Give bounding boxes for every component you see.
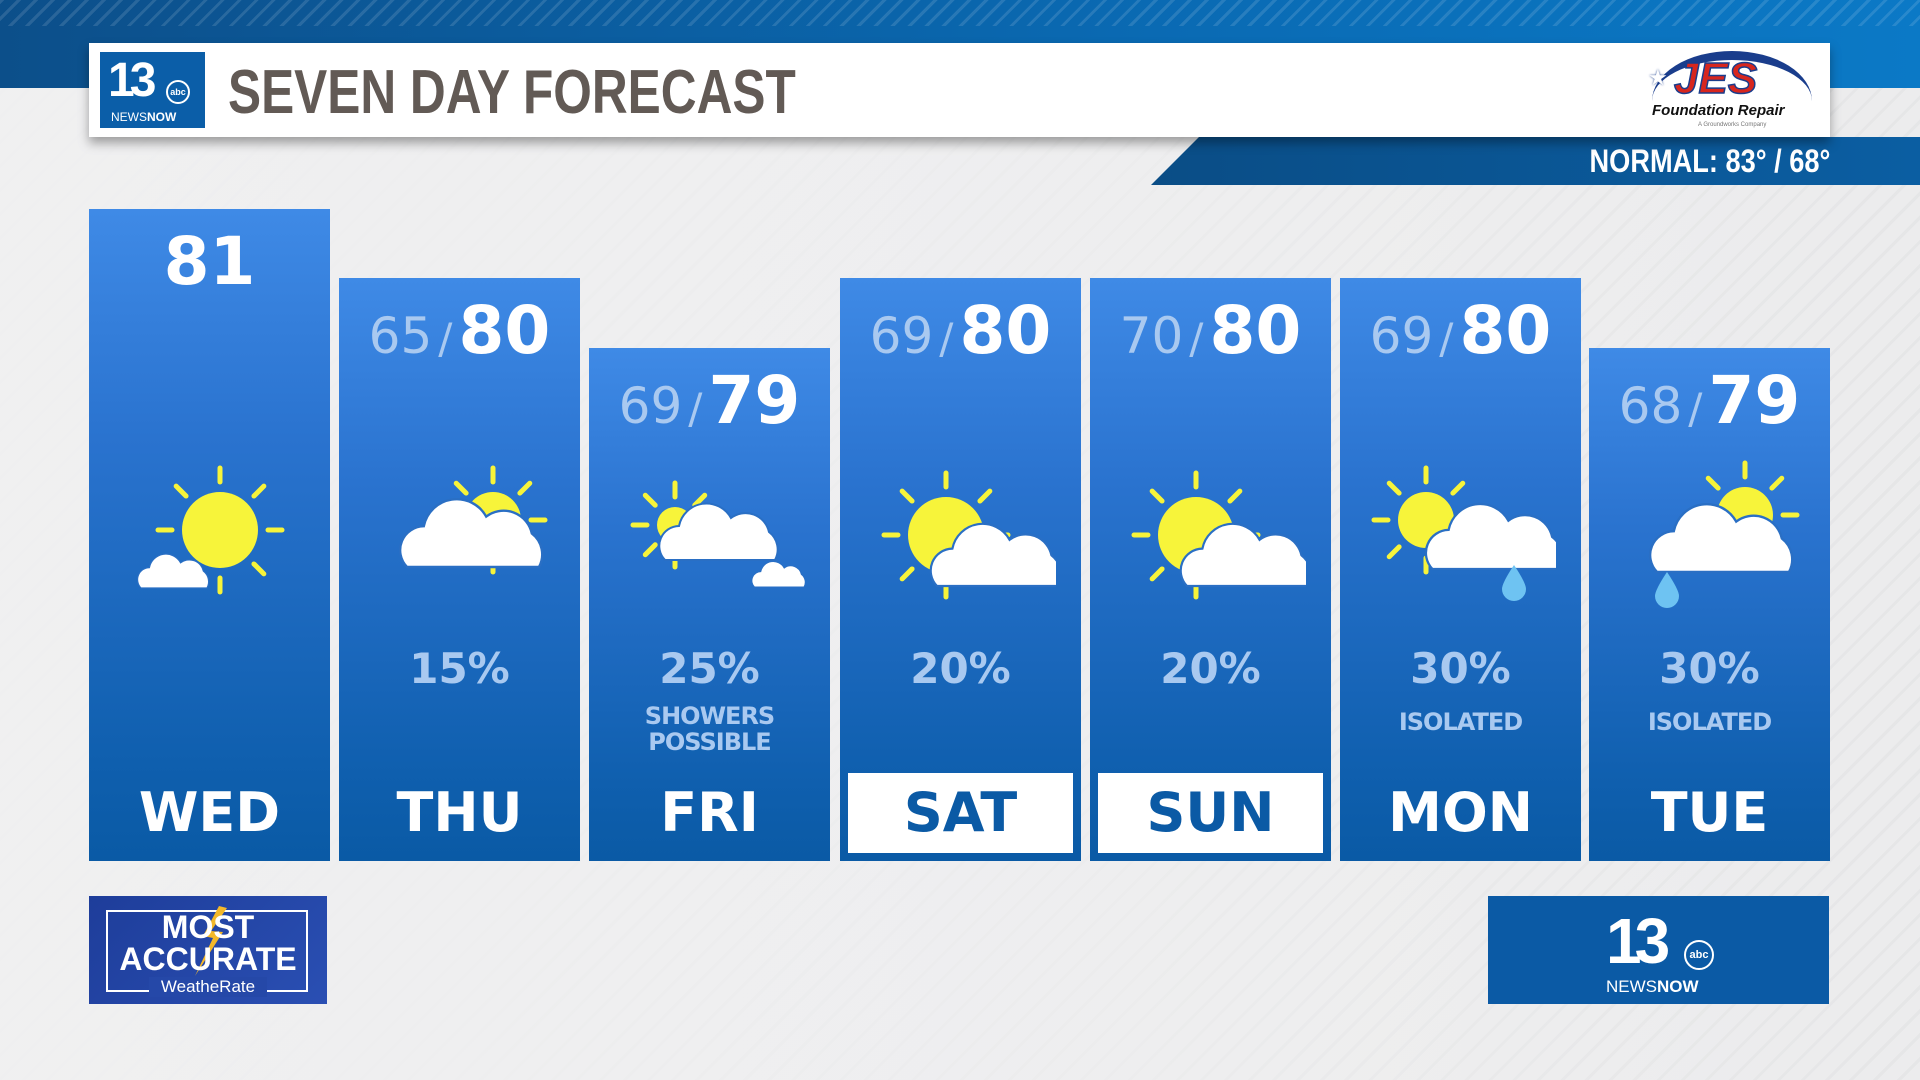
temps: 81: [89, 223, 330, 300]
low-temp: 69: [618, 377, 683, 435]
badge-line3: WeatheRate: [149, 977, 267, 997]
brand-number: 13: [1606, 905, 1670, 977]
station-logo: 13 abc NEWSNOW: [100, 52, 205, 128]
logo-number: 13: [108, 54, 156, 107]
cloud-sun-rain-icon: [1648, 460, 1799, 608]
temp-separator: /: [939, 314, 954, 363]
temps: 69/80: [840, 292, 1081, 369]
sponsor-name: JES: [1673, 54, 1758, 103]
partly-sunny-icon: [1131, 470, 1306, 600]
brand-news: NEWS: [1606, 977, 1657, 996]
day-label: TUE: [1650, 781, 1769, 844]
top-stripes: [0, 0, 1920, 26]
sunny-small-cloud-icon: [136, 465, 284, 595]
day-column-tue: 68/79 30% ISOLATED TUE: [1589, 348, 1830, 861]
partly-cloudy-small-sun-icon: [630, 480, 805, 588]
low-temp: 70: [1119, 307, 1184, 365]
brand-logo: 13 abc NEWSNOW: [1488, 896, 1829, 1004]
logo-newsnow: NEWSNOW: [111, 110, 176, 124]
day-label: SAT: [848, 773, 1073, 853]
temps: 68/79: [1589, 362, 1830, 439]
precip-chance: 20%: [910, 644, 1011, 693]
precip-chance: 15%: [409, 644, 510, 693]
precip-note: ISOLATED: [1398, 708, 1523, 736]
day-column-sun: 70/80 20% SUN: [1090, 278, 1331, 861]
day-column-thu: 65/80 15% THU: [339, 278, 580, 861]
temps: 70/80: [1090, 292, 1331, 369]
high-temp: 80: [1209, 292, 1302, 369]
precip-note: SHOWERS POSSIBLE: [644, 702, 775, 756]
temp-separator: /: [1439, 314, 1454, 363]
day-column-wed: 81 WED: [89, 209, 330, 861]
day-label: WED: [138, 781, 281, 844]
low-temp: 65: [368, 307, 433, 365]
swoosh-icon: [1652, 51, 1812, 101]
day-column-fri: 69/79 25% SHOWERS POSSIBLE FRI: [589, 348, 830, 861]
brand-now: NOW: [1657, 977, 1699, 996]
logo-news: NEWS: [111, 110, 147, 124]
precip-chance: 30%: [1410, 644, 1511, 693]
sponsor-sub: A Groundworks Company: [1698, 122, 1767, 128]
temps: 69/80: [1340, 292, 1581, 369]
day-column-sat: 69/80 20% SAT: [840, 278, 1081, 861]
most-accurate-badge: MOST ACCURATE WeatheRate: [89, 896, 327, 1004]
logo-now: NOW: [147, 110, 177, 124]
temp-separator: /: [688, 384, 703, 433]
badge-line1: MOST: [161, 909, 255, 945]
badge-line2: ACCURATE: [119, 941, 297, 977]
low-temp: 69: [869, 307, 934, 365]
header-bar: 13 abc NEWSNOW SEVEN DAY FORECAST ★ JES …: [89, 43, 1830, 137]
precip-note: ISOLATED: [1647, 708, 1772, 736]
sponsor-tagline: Foundation Repair: [1652, 102, 1785, 119]
high-temp: 80: [959, 292, 1052, 369]
low-temp: 68: [1618, 377, 1683, 435]
abc-logo-icon: abc: [1684, 940, 1714, 970]
temp-separator: /: [1688, 384, 1703, 433]
high-temp: 79: [708, 362, 801, 439]
day-label: SUN: [1098, 773, 1323, 853]
precip-chance: 25%: [659, 644, 760, 693]
temp-separator: /: [1189, 314, 1204, 363]
temps: 65/80: [339, 292, 580, 369]
high-temp: 80: [1459, 292, 1552, 369]
temp-separator: /: [438, 314, 453, 363]
abc-logo-icon: abc: [166, 80, 190, 104]
high-temp: 79: [1708, 362, 1801, 439]
page-title: SEVEN DAY FORECAST: [228, 58, 796, 127]
brand-newsnow: NEWSNOW: [1606, 977, 1699, 997]
star-icon: ★: [1648, 66, 1668, 91]
partly-sunny-icon: [881, 470, 1056, 600]
temps: 69/79: [589, 362, 830, 439]
precip-chance: 20%: [1160, 644, 1261, 693]
low-temp: 69: [1369, 307, 1434, 365]
sponsor-logo: ★ JES Foundation Repair A Groundworks Co…: [1646, 47, 1816, 133]
day-label: THU: [396, 781, 523, 844]
day-label: FRI: [660, 781, 759, 844]
normal-temps: NORMAL: 83° / 68°: [1589, 143, 1830, 179]
high-temp: 81: [163, 223, 256, 300]
sun-cloud-rain-icon: [1371, 465, 1556, 601]
high-temp: 80: [458, 292, 551, 369]
day-label: MON: [1388, 781, 1533, 844]
normal-temps-banner: NORMAL: 83° / 68°: [1151, 137, 1920, 185]
mostly-cloudy-icon: [398, 465, 547, 575]
precip-chance: 30%: [1659, 644, 1760, 693]
day-column-mon: 69/80 30% ISOLATED MON: [1340, 278, 1581, 861]
